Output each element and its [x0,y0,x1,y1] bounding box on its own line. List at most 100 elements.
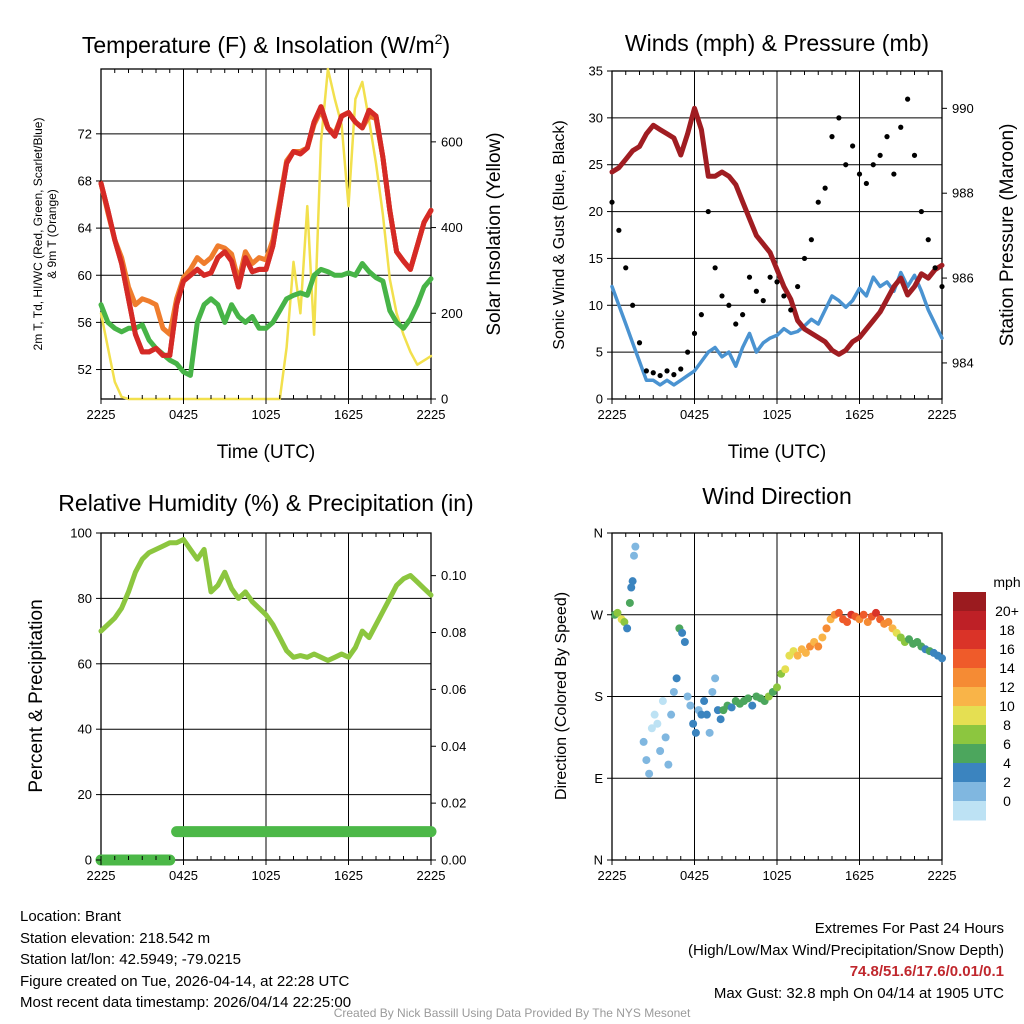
x-tick-label: 1025 [252,407,281,422]
recent-data-text: Most recent data timestamp: 2026/04/14 2… [20,994,352,1011]
wind-direction-point [650,710,659,719]
wind-direction-point [691,728,700,737]
colorbar-unit-label: mph [993,574,1020,590]
y-tick-label: W [591,607,604,622]
x-tick-label: 2225 [417,407,446,422]
y2-tick-label: 400 [441,220,463,235]
wind-direction-point [818,633,827,642]
location-text: Location: Brant [20,908,121,925]
temperature-y-axis: 52 56 60 64 68 72 [78,126,101,377]
gust-point [746,274,753,280]
wind-direction-point [814,642,823,651]
wind-direction-plot-frame [611,532,943,861]
y-tick-label: 30 [589,110,603,125]
gust-point [767,274,773,280]
y-tick-label: 100 [70,526,92,541]
temperature-2m-line-top [98,104,434,358]
gust-point [650,370,656,376]
gust-point [753,288,759,294]
gust-points [609,96,945,379]
y-tick-label: 60 [78,268,92,283]
colorbar-swatch [953,630,986,650]
y-tick-label: 64 [78,221,92,236]
gust-point [726,302,732,308]
wind-direction-point [705,728,714,737]
colorbar-tick-label: 0 [1003,793,1011,809]
colorbar-swatch [953,725,986,745]
x-tick-label: 0425 [169,868,198,883]
temperature-y-label-line1: 2m T, Td, HI/WC (Red, Green, Scarlet/Blu… [31,118,45,351]
y-tick-label: E [594,771,603,786]
winds-x-label: Time (UTC) [728,442,827,463]
wind-direction-point [613,608,622,617]
colorbar-swatch [953,744,986,764]
gust-point [822,185,828,191]
wind-direction-point [793,651,802,660]
precip-y2-axis: 0.00 0.02 0.04 0.06 0.08 0.10 [431,568,466,868]
wind-direction-point [656,747,665,755]
y-tick-label: 68 [78,173,92,188]
gust-point [760,298,766,304]
wind-direction-point [639,737,648,746]
credit-text: Created By Nick Bassill Using Data Provi… [333,1006,691,1020]
wind-direction-point [748,701,757,710]
wind-direction-point [744,694,753,703]
y2-tick-label: 986 [952,271,974,286]
wind-direction-point [680,638,689,646]
y2-tick-label: 200 [441,306,463,321]
x-tick-label: 1625 [334,868,363,883]
gust-point [815,199,821,205]
gust-point [733,321,739,327]
y2-tick-label: 984 [952,355,974,370]
extremes-legend: (High/Low/Max Wind/Precipitation/Snow De… [688,941,1004,959]
wind-direction-point [822,624,831,633]
winds-x-axis: 2225 0425 1025 1625 2225 [598,71,956,422]
x-tick-label: 1025 [252,868,281,883]
winds-chart-title: Winds (mph) & Pressure (mb) [625,30,929,56]
y-tick-label: 20 [589,204,603,219]
x-tick-label: 1625 [845,868,874,883]
gust-point [719,293,725,299]
wind-direction-point [834,608,843,617]
y2-tick-label: 0.08 [441,625,466,640]
gust-point [863,180,869,187]
relative-humidity-line [98,537,434,663]
x-tick-label: 2225 [928,868,957,883]
wind-direction-point [708,687,717,696]
gust-point [856,171,863,177]
wind-direction-point [700,697,709,706]
temperature-x-label: Time (UTC) [217,442,316,463]
y2-tick-label: 990 [952,101,974,116]
y-tick-label: 72 [78,126,92,141]
y-tick-label: 25 [589,157,603,172]
y-tick-label: 52 [78,362,92,377]
colorbar-swatch [953,592,986,612]
y-tick-label: 0 [596,392,603,407]
wind-direction-point [683,692,692,701]
gust-point [891,171,897,177]
gust-point [829,134,835,140]
y-tick-label: N [594,853,603,868]
wind-direction-point [653,719,662,728]
latlon-text: Station lat/lon: 42.5949; -79.0215 [20,951,242,968]
colorbar-tick-label: 20+ [995,603,1019,619]
gust-point [939,283,945,290]
x-tick-label: 1025 [763,407,792,422]
y-tick-label: 15 [589,251,603,266]
gust-point [712,265,718,271]
x-tick-label: 2225 [87,407,116,422]
y-tick-label: 20 [78,787,92,802]
y2-tick-label: 0.10 [441,568,466,583]
gust-point [643,368,649,374]
rh-x-axis: 2225 0425 1025 1625 2225 [87,533,445,883]
x-tick-label: 0425 [680,868,709,883]
wind-direction-point [697,710,706,719]
wind-direction-point [686,701,695,710]
y2-tick-label: 600 [441,134,463,149]
gust-point [870,162,876,168]
wind-direction-point [661,733,670,742]
y-tick-label: 10 [589,298,603,313]
pressure-y2-axis: 984 986 988 990 [942,101,974,370]
pressure-y2-label: Station Pressure (Maroon) [997,124,1018,347]
